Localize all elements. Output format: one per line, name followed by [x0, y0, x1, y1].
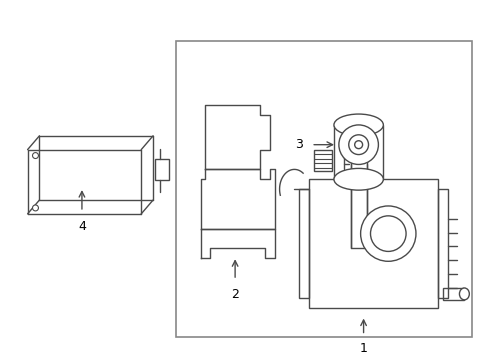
- Ellipse shape: [333, 168, 383, 190]
- Bar: [383, 226, 392, 239]
- Text: 3: 3: [295, 138, 303, 151]
- Polygon shape: [200, 170, 274, 229]
- Bar: [210, 181, 232, 199]
- Circle shape: [360, 206, 415, 261]
- Text: 4: 4: [78, 220, 86, 233]
- Ellipse shape: [459, 288, 468, 300]
- Ellipse shape: [333, 114, 383, 136]
- Bar: [350, 130, 366, 248]
- Bar: [308, 179, 437, 308]
- Bar: [176, 41, 471, 337]
- Circle shape: [33, 153, 39, 158]
- Polygon shape: [205, 105, 269, 170]
- Circle shape: [348, 135, 368, 154]
- Circle shape: [33, 205, 39, 211]
- Bar: [299, 189, 308, 298]
- Bar: [437, 189, 447, 298]
- Circle shape: [370, 216, 405, 251]
- Bar: [238, 203, 259, 221]
- Circle shape: [354, 141, 362, 149]
- Text: 2: 2: [231, 288, 239, 301]
- Bar: [442, 288, 464, 300]
- Bar: [333, 125, 383, 179]
- Bar: [210, 120, 251, 159]
- Bar: [313, 150, 331, 171]
- Bar: [210, 203, 232, 221]
- Text: 1: 1: [359, 342, 367, 355]
- Circle shape: [338, 125, 378, 165]
- Polygon shape: [200, 229, 274, 258]
- Bar: [155, 158, 168, 180]
